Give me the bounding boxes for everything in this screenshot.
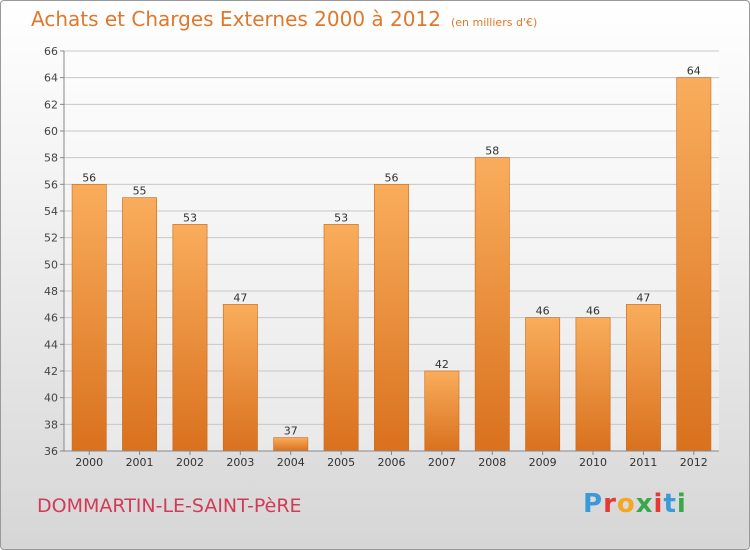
bar-2003 [222, 304, 258, 452]
bars [71, 77, 712, 452]
logo-letter: P [583, 489, 604, 519]
data-label: 56 [385, 171, 399, 184]
bar-2011 [625, 304, 661, 452]
bar-2010 [575, 317, 611, 452]
x-tick-label: 2009 [529, 456, 557, 469]
data-label: 47 [233, 291, 247, 304]
bar-2006 [374, 184, 409, 452]
title-text: Achats et Charges Externes 2000 à 2012 [31, 7, 441, 31]
y-tick-label: 50 [44, 258, 58, 271]
bar-2008 [474, 157, 510, 452]
x-tick-label: 2003 [226, 456, 254, 469]
y-tick-label: 62 [44, 98, 58, 111]
data-label: 55 [133, 185, 147, 198]
y-tick-label: 66 [44, 45, 58, 58]
x-tick-label: 2005 [327, 456, 355, 469]
y-tick-label: 52 [44, 232, 58, 245]
x-tick-label: 2010 [579, 456, 607, 469]
x-tick-label: 2001 [126, 456, 154, 469]
data-label: 37 [284, 425, 298, 438]
data-label: 42 [435, 358, 449, 371]
y-tick-label: 60 [44, 125, 58, 138]
chart-title: Achats et Charges Externes 2000 à 2012 (e… [31, 7, 537, 31]
logo-letter: x [635, 489, 654, 519]
data-label: 53 [334, 211, 348, 224]
data-label: 64 [687, 65, 701, 78]
y-tick-label: 36 [44, 445, 58, 458]
logo-letter: o [616, 489, 636, 519]
bar-2009 [525, 317, 561, 452]
y-tick-label: 58 [44, 152, 58, 165]
y-tick-label: 64 [44, 72, 58, 85]
y-tick-label: 42 [44, 365, 58, 378]
data-label: 47 [636, 291, 650, 304]
data-label: 53 [183, 211, 197, 224]
y-tick-label: 44 [44, 338, 58, 351]
bar-2007 [424, 370, 460, 452]
x-tick-label: 2008 [478, 456, 506, 469]
proxiti-logo: Proxiti [583, 489, 687, 519]
logo-letter: r [603, 489, 617, 519]
data-label: 46 [536, 305, 550, 318]
y-tick-label: 40 [44, 392, 58, 405]
axes: 36 38 40 42 44 46 48 50 52 54 56 58 60 62 64 66 2000 2001… [44, 45, 719, 469]
x-tick-label: 2000 [75, 456, 103, 469]
x-tick-label: 2011 [629, 456, 657, 469]
y-tick-label: 48 [44, 285, 58, 298]
x-tick-label: 2004 [277, 456, 305, 469]
x-tick-label: 2006 [378, 456, 406, 469]
bar-2002 [172, 224, 208, 452]
data-label: 46 [586, 305, 600, 318]
data-label: 56 [82, 171, 96, 184]
bar-2005 [323, 224, 359, 452]
y-tick-label: 46 [44, 312, 58, 325]
bar-2012 [676, 77, 712, 452]
x-tick-label: 2007 [428, 456, 456, 469]
data-label: 58 [485, 145, 499, 158]
bar-2004 [273, 437, 309, 452]
data-labels: 56 55 53 47 37 53 56 42 58 46 46 47 64 [82, 65, 701, 438]
bar-2001 [122, 197, 158, 452]
logo-letter: i [676, 489, 687, 519]
y-tick-label: 38 [44, 418, 58, 431]
x-tick-label: 2012 [680, 456, 708, 469]
x-tick-label: 2002 [176, 456, 204, 469]
chart-subtitle: (en milliers d'€) [450, 16, 538, 29]
bar-2000 [71, 184, 107, 452]
location-name: DOMMARTIN-LE-SAINT-PèRE [37, 495, 302, 517]
y-tick-label: 56 [44, 178, 58, 191]
y-tick-label: 54 [44, 205, 58, 218]
logo-letter: t [663, 489, 677, 519]
logo-letter: i [653, 489, 664, 519]
